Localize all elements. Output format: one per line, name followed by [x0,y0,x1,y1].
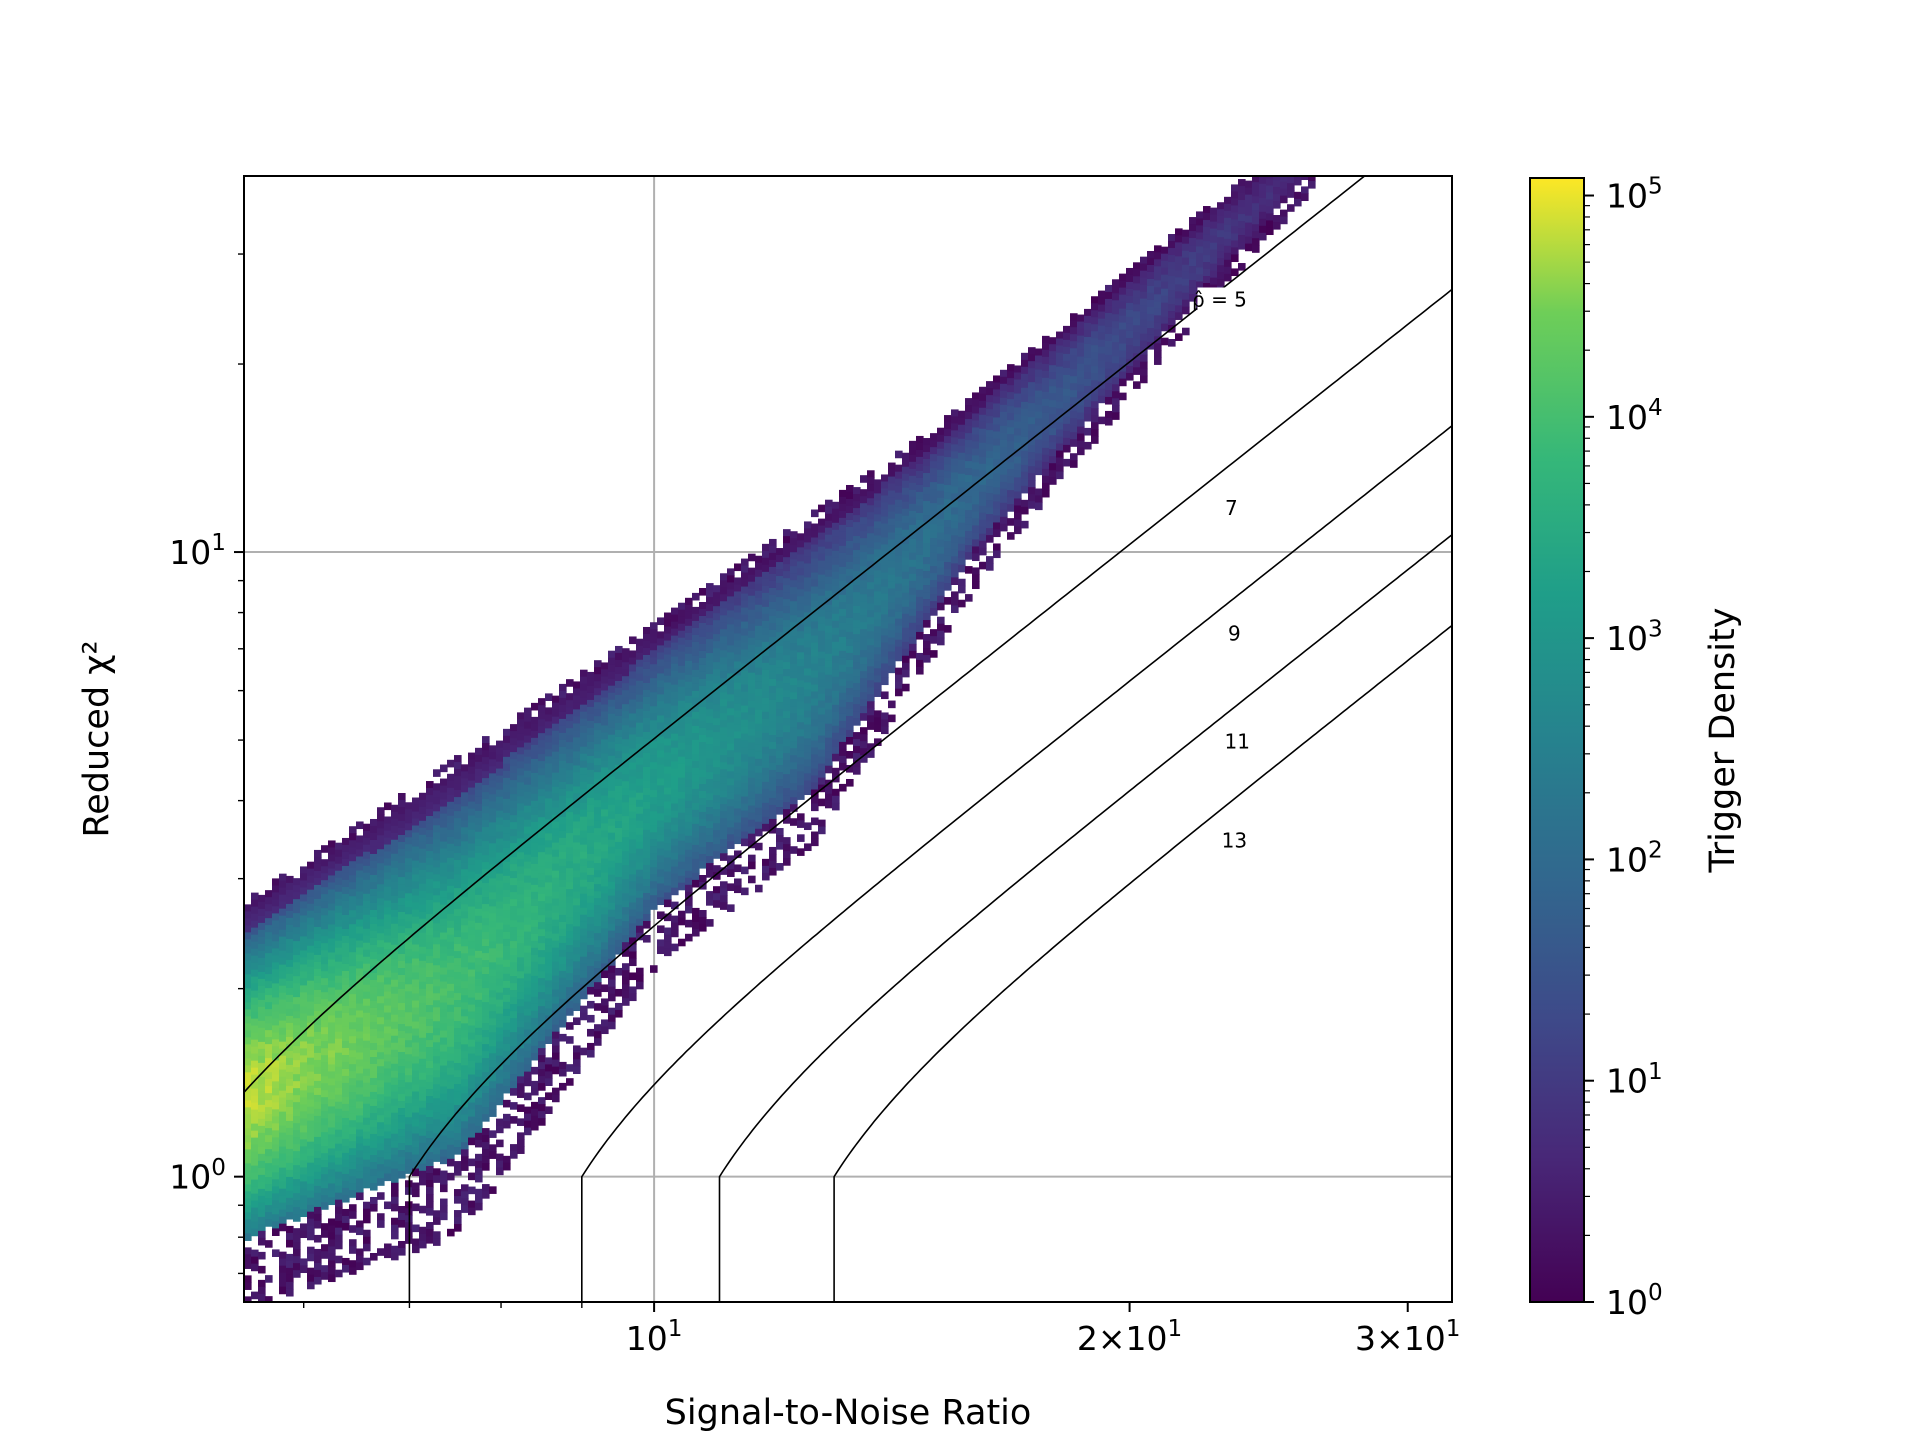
colorbar-tick-label: 105 [1606,174,1663,216]
colorbar-tick-label: 102 [1606,838,1663,880]
colorbar-gradient [1530,178,1584,1302]
colorbar-tick-label: 103 [1606,616,1663,658]
contour-label: 7 [1225,496,1238,520]
y-axis-ticks: 100 101 [169,254,244,1273]
colorbar-tick-label: 104 [1606,395,1663,437]
x-tick-label: 101 [626,1316,683,1358]
colorbar-ticks: 100 101 102 103 104 105 [1584,174,1663,1322]
contour-label: 9 [1228,621,1241,645]
contour-labels: ρ̂ = 5 7 9 11 13 [1192,287,1259,852]
contour-line [834,626,1452,1303]
x-tick-label: 3×101 [1355,1316,1460,1358]
contour-label: 13 [1222,829,1247,853]
colorbar: 100 101 102 103 104 105 Trigger Density [1530,174,1743,1322]
colorbar-tick-label: 100 [1606,1280,1663,1322]
colorbar-tick-label: 101 [1606,1059,1663,1101]
y-tick-label: 101 [169,530,226,572]
y-axis-label: Reduced χ² [77,640,117,837]
density-hexbins [244,71,1386,1311]
colorbar-label: Trigger Density [1703,608,1743,874]
y-tick-label: 100 [169,1155,226,1197]
x-axis-ticks: 101 2×101 3×101 [304,1302,1461,1358]
contour-label: 11 [1225,730,1250,754]
x-tick-label: 2×101 [1077,1316,1182,1358]
contour-label: ρ̂ = 5 [1192,287,1247,311]
x-axis-label: Signal-to-Noise Ratio [665,1393,1032,1433]
